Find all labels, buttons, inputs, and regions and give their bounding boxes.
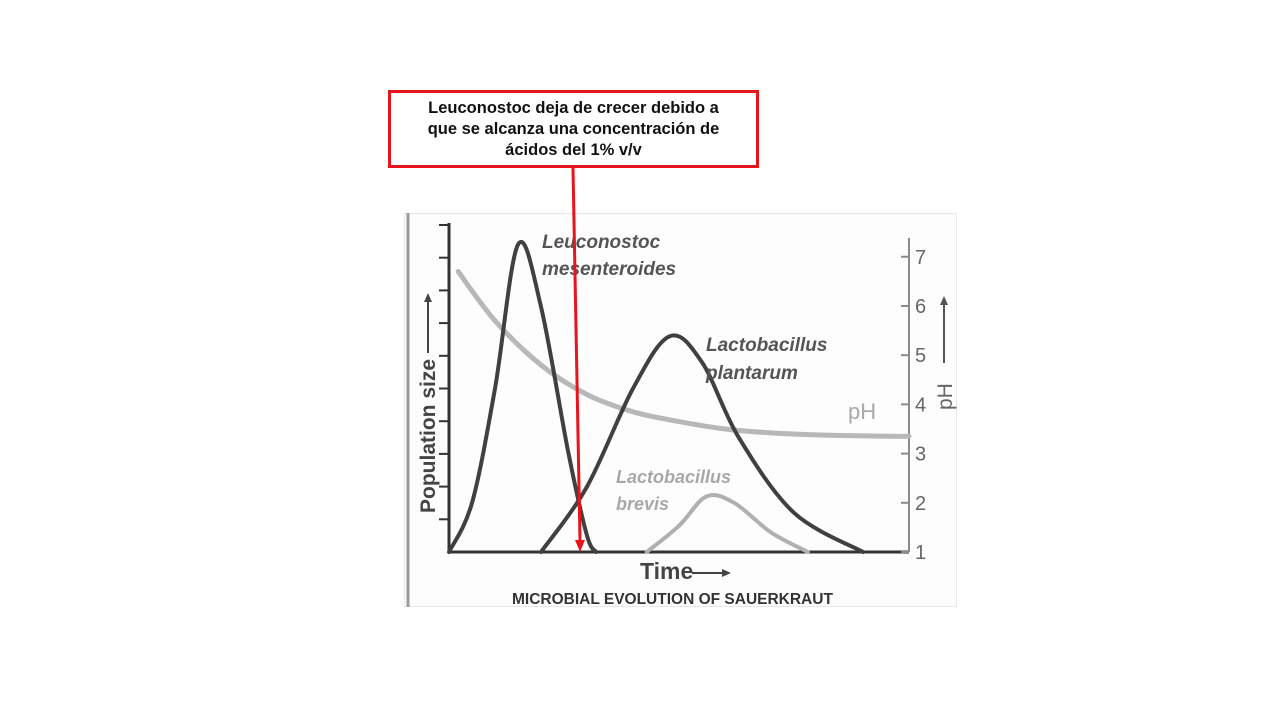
population-ticks	[439, 224, 449, 521]
annotation-line-2: que se alcanza una concentración de	[427, 120, 720, 138]
series-label-plantarum-1: Lactobacillus	[706, 335, 827, 356]
y-axis-label: Population size	[417, 359, 440, 513]
ph-tick-label: 1	[915, 542, 926, 564]
chart-title: MICROBIAL EVOLUTION OF SAUERKRAUT	[512, 591, 833, 607]
x-axis-arrow	[692, 569, 731, 577]
chart-figure: 1 2 3 4 5 6 7 Leuconostoc mesenteroides Lactob…	[403, 212, 958, 608]
chart-svg: 1 2 3 4 5 6 7 Leuconostoc mesenteroides Lactob…	[403, 212, 958, 608]
ph-tick-label: 2	[915, 493, 926, 515]
ph-tick-label: 5	[915, 345, 926, 367]
chart-background	[403, 212, 958, 608]
ph-tick-label: 4	[915, 394, 926, 416]
ph-tick-label: 3	[915, 444, 926, 466]
ph-tick-label: 7	[915, 247, 926, 269]
ph-tick-label: 6	[915, 296, 926, 318]
series-label-brevis-1: Lactobacillus	[616, 467, 731, 487]
series-label-brevis-2: brevis	[616, 494, 669, 514]
annotation-line-1: Leuconostoc deja de crecer debido a	[428, 99, 719, 117]
x-axis-label: Time	[640, 558, 693, 584]
axes: 1 2 3 4 5 6 7	[439, 223, 926, 564]
series-line-lactobacillus-plantarum	[539, 333, 865, 554]
ph-axis-label: pH	[934, 383, 957, 410]
series-label-leuconostoc-1: Leuconostoc	[542, 232, 661, 253]
series-label-leuconostoc-2: mesenteroides	[542, 259, 676, 280]
series-line-ph	[455, 269, 912, 439]
y-axis-arrow	[424, 293, 432, 353]
annotation-callout: Leuconostoc deja de crecer debido a que …	[388, 90, 759, 168]
series-label-plantarum-2: plantarum	[705, 363, 798, 384]
annotation-line-3: ácidos del 1% v/v	[505, 141, 642, 159]
ph-axis-arrow	[940, 296, 948, 363]
series-lines	[447, 240, 912, 554]
ph-ticks: 1 2 3 4 5 6 7	[901, 247, 926, 564]
series-line-leuconostoc-mesenteroides	[447, 240, 599, 554]
series-line-lactobacillus-brevis	[644, 492, 810, 554]
series-label-ph: pH	[848, 399, 876, 424]
